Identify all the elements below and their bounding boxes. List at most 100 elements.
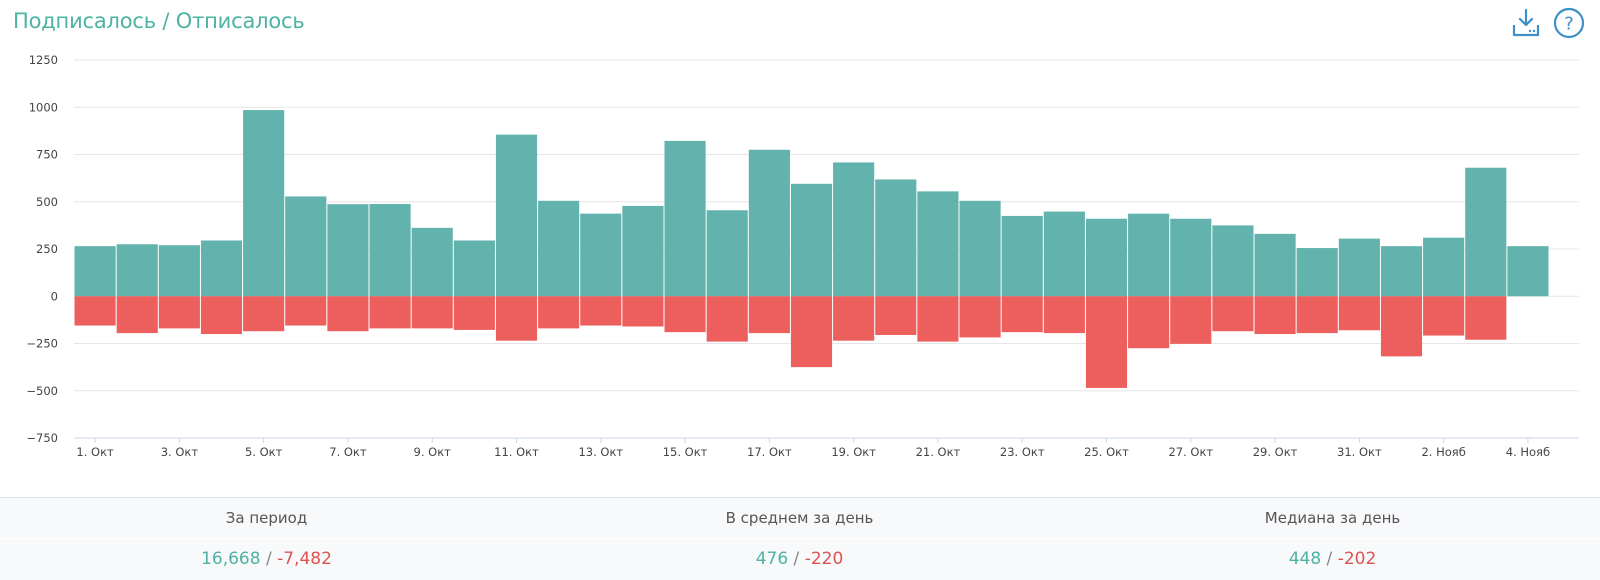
bar-negative[interactable] bbox=[1380, 296, 1423, 357]
bar-negative[interactable] bbox=[538, 296, 580, 329]
period-positive: 16,668 bbox=[201, 549, 261, 569]
average-positive: 476 bbox=[755, 549, 789, 569]
period-separator: / bbox=[260, 549, 278, 569]
bar-positive[interactable] bbox=[1423, 237, 1465, 297]
bar-negative[interactable] bbox=[327, 296, 369, 332]
bar-positive[interactable] bbox=[453, 240, 495, 297]
bar-negative[interactable] bbox=[1001, 296, 1043, 333]
bar-negative[interactable] bbox=[1128, 296, 1170, 349]
x-tick-label: 9. Окт bbox=[414, 445, 452, 459]
bar-negative[interactable] bbox=[622, 296, 664, 327]
y-tick-label: −250 bbox=[26, 337, 58, 351]
bar-positive[interactable] bbox=[748, 149, 790, 297]
bar-positive[interactable] bbox=[917, 191, 959, 297]
bar-negative[interactable] bbox=[116, 296, 158, 334]
bar-negative[interactable] bbox=[495, 296, 538, 341]
bar-positive[interactable] bbox=[200, 240, 243, 297]
bar-negative[interactable] bbox=[580, 296, 622, 326]
bar-positive[interactable] bbox=[1507, 246, 1549, 297]
y-tick-label: −750 bbox=[26, 431, 58, 445]
x-tick-label: 21. Окт bbox=[916, 445, 961, 459]
bar-negative[interactable] bbox=[1465, 296, 1507, 340]
bar-negative[interactable] bbox=[748, 296, 790, 334]
bar-positive[interactable] bbox=[1338, 238, 1380, 297]
download-button[interactable] bbox=[1509, 6, 1543, 40]
bar-positive[interactable] bbox=[1380, 246, 1423, 297]
average-separator: / bbox=[788, 549, 805, 569]
y-tick-label: 250 bbox=[36, 242, 58, 256]
bar-positive[interactable] bbox=[495, 134, 538, 297]
bar-positive[interactable] bbox=[580, 213, 622, 297]
bar-positive[interactable] bbox=[959, 200, 1001, 297]
bar-negative[interactable] bbox=[1254, 296, 1296, 335]
stats-panel: За период В среднем за день Медиана за д… bbox=[0, 497, 1600, 580]
bar-negative[interactable] bbox=[790, 296, 833, 368]
bar-positive[interactable] bbox=[875, 179, 917, 297]
y-tick-label: 1250 bbox=[29, 53, 58, 67]
bar-positive[interactable] bbox=[1128, 213, 1170, 297]
x-tick-label: 23. Окт bbox=[1000, 445, 1045, 459]
bar-negative[interactable] bbox=[833, 296, 875, 341]
bar-negative[interactable] bbox=[664, 296, 706, 333]
bar-positive[interactable] bbox=[664, 140, 706, 297]
bar-negative[interactable] bbox=[917, 296, 959, 342]
x-tick-label: 29. Окт bbox=[1253, 445, 1298, 459]
bar-negative[interactable] bbox=[959, 296, 1001, 338]
median-separator: / bbox=[1321, 549, 1338, 569]
bar-positive[interactable] bbox=[327, 204, 369, 297]
bar-negative[interactable] bbox=[706, 296, 748, 342]
bar-negative[interactable] bbox=[1338, 296, 1380, 331]
x-tick-label: 13. Окт bbox=[578, 445, 623, 459]
median-stat-label: Медиана за день bbox=[1264, 509, 1401, 527]
bar-negative[interactable] bbox=[411, 296, 453, 329]
bar-positive[interactable] bbox=[1085, 218, 1128, 297]
bar-negative[interactable] bbox=[369, 296, 411, 329]
bar-positive[interactable] bbox=[1170, 218, 1212, 297]
bar-positive[interactable] bbox=[285, 196, 327, 297]
x-tick-label: 17. Окт bbox=[747, 445, 792, 459]
bar-positive[interactable] bbox=[1043, 211, 1085, 297]
bar-negative[interactable] bbox=[1170, 296, 1212, 344]
bar-negative[interactable] bbox=[1212, 296, 1254, 332]
bar-positive[interactable] bbox=[1001, 215, 1043, 297]
median-stat-value: 448 / -202 bbox=[1066, 549, 1599, 569]
bar-positive[interactable] bbox=[790, 183, 833, 297]
average-stat-label: В среднем за день bbox=[725, 509, 874, 527]
bar-negative[interactable] bbox=[875, 296, 917, 335]
x-tick-label: 15. Окт bbox=[663, 445, 708, 459]
bar-positive[interactable] bbox=[706, 210, 748, 297]
bar-negative[interactable] bbox=[1296, 296, 1338, 334]
help-button[interactable]: ? bbox=[1552, 6, 1586, 40]
bar-negative[interactable] bbox=[243, 296, 285, 332]
bar-positive[interactable] bbox=[158, 245, 200, 297]
bar-negative[interactable] bbox=[453, 296, 495, 330]
bar-positive[interactable] bbox=[1465, 167, 1507, 297]
bar-negative[interactable] bbox=[158, 296, 200, 329]
bar-negative[interactable] bbox=[200, 296, 243, 335]
bar-positive[interactable] bbox=[538, 200, 580, 297]
bar-positive[interactable] bbox=[622, 205, 664, 297]
bar-positive[interactable] bbox=[1254, 233, 1296, 297]
bar-positive[interactable] bbox=[243, 110, 285, 297]
bar-positive[interactable] bbox=[411, 227, 453, 297]
bar-negative[interactable] bbox=[1043, 296, 1085, 334]
bar-negative[interactable] bbox=[74, 296, 116, 326]
x-tick-label: 3. Окт bbox=[161, 445, 199, 459]
subscriptions-chart: 1250 1000 750 500 250 0 −250 −500 −750 1. Окт 3. … bbox=[26, 53, 1579, 459]
bar-positive[interactable] bbox=[833, 162, 875, 297]
median-positive: 448 bbox=[1288, 549, 1322, 569]
bar-negative[interactable] bbox=[1085, 296, 1128, 388]
y-tick-label: 0 bbox=[51, 289, 58, 303]
x-axis-ticks: 1. Окт 3. Окт 5. Окт 7. Окт 9. Окт 11. Окт 13.… bbox=[74, 437, 1579, 459]
x-tick-label: 5. Окт bbox=[245, 445, 283, 459]
bar-negative[interactable] bbox=[1423, 296, 1465, 336]
y-tick-label: −500 bbox=[26, 384, 58, 398]
bar-negative[interactable] bbox=[285, 296, 327, 326]
bar-positive[interactable] bbox=[74, 246, 116, 297]
bar-positive[interactable] bbox=[1296, 248, 1338, 297]
y-axis-ticks: 1250 1000 750 500 250 0 −250 −500 −750 bbox=[26, 53, 58, 445]
bar-positive[interactable] bbox=[116, 244, 158, 297]
bar-positive[interactable] bbox=[369, 204, 411, 297]
bar-positive[interactable] bbox=[1212, 225, 1254, 297]
y-tick-label: 500 bbox=[36, 195, 58, 209]
